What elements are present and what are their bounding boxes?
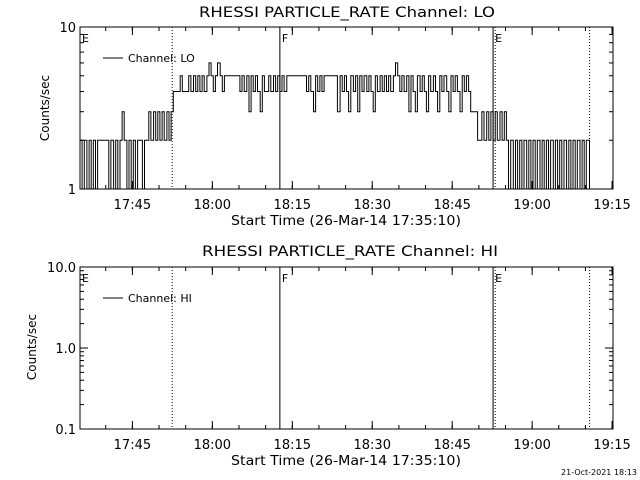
footer-timestamp: 21-Oct-2021 18:13 xyxy=(561,468,637,477)
hi-x-tick-label-5: 19:00 xyxy=(513,438,550,453)
hi-y-tick-label-2: 10.0 xyxy=(47,261,76,276)
hi-channel-panel: RHESSI PARTICLE_RATE Channel: HI Counts/… xyxy=(25,244,631,469)
lo-marker-label-0: E xyxy=(82,32,89,45)
lo-marker-label-2: F xyxy=(282,32,288,45)
hi-legend-label: Channel: HI xyxy=(128,292,192,305)
lo-plot-frame xyxy=(79,26,614,190)
hi-marker-label-3: E xyxy=(495,272,502,285)
hi-y-tick-label-0: 0.1 xyxy=(55,423,76,438)
lo-x-tick-label-5: 19:00 xyxy=(513,198,550,213)
lo-series-line-0 xyxy=(80,62,590,190)
lo-x-tick-label-2: 18:15 xyxy=(274,198,311,213)
hi-x-tick-label-0: 17:45 xyxy=(114,438,151,453)
lo-legend: Channel: LO xyxy=(103,52,195,65)
lo-x-tick-label-1: 18:00 xyxy=(194,198,231,213)
lo-marker-label-3: E xyxy=(495,32,502,45)
lo-x-tick-label-3: 18:30 xyxy=(354,198,391,213)
hi-x-axis-label: Start Time (26-Mar-14 17:35:10) xyxy=(231,454,461,469)
lo-x-tick-label-4: 18:45 xyxy=(433,198,470,213)
hi-chart-title: RHESSI PARTICLE_RATE Channel: HI xyxy=(202,244,498,260)
lo-x-axis-label: Start Time (26-Mar-14 17:35:10) xyxy=(231,214,461,229)
hi-x-tick-label-3: 18:30 xyxy=(354,438,391,453)
hi-x-tick-label-6: 19:15 xyxy=(593,438,630,453)
lo-legend-label: Channel: LO xyxy=(128,52,195,65)
hi-x-tick-label-1: 18:00 xyxy=(194,438,231,453)
hi-marker-label-2: F xyxy=(282,272,288,285)
hi-legend: Channel: HI xyxy=(103,292,192,305)
hi-x-tick-label-4: 18:45 xyxy=(433,438,470,453)
lo-x-tick-label-6: 19:15 xyxy=(593,198,630,213)
lo-channel-panel: RHESSI PARTICLE_RATE Channel: LO Counts/… xyxy=(38,5,631,229)
lo-y-axis-label: Counts/sec xyxy=(38,75,52,141)
lo-y-tick-label-1: 10 xyxy=(59,21,76,36)
hi-y-tick-label-1: 1.0 xyxy=(55,342,76,357)
lo-y-tick-label-0: 1 xyxy=(68,183,76,198)
lo-chart-title: RHESSI PARTICLE_RATE Channel: LO xyxy=(199,5,495,21)
hi-x-tick-label-2: 18:15 xyxy=(274,438,311,453)
lo-x-tick-label-0: 17:45 xyxy=(114,198,151,213)
hi-y-axis-label: Counts/sec xyxy=(25,314,39,380)
hi-marker-label-0: E xyxy=(82,272,89,285)
